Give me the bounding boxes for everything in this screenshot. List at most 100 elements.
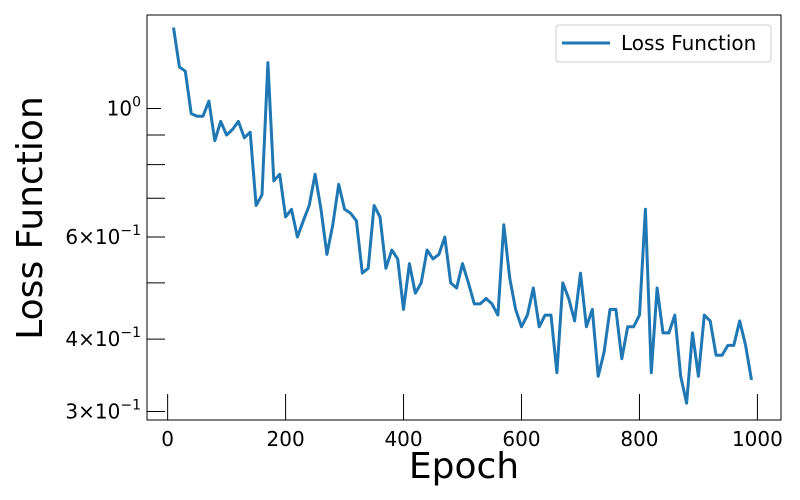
- data-point: [207, 100, 210, 103]
- data-point: [638, 314, 641, 317]
- data-point: [538, 325, 541, 328]
- data-point: [284, 215, 287, 218]
- legend-label: Loss Function: [621, 31, 756, 55]
- x-tick-label: 200: [267, 427, 305, 451]
- data-point: [632, 325, 635, 328]
- data-point: [591, 308, 594, 311]
- data-point: [325, 253, 328, 256]
- data-point: [308, 204, 311, 207]
- data-point: [573, 319, 576, 322]
- x-tick-label: 400: [384, 427, 422, 451]
- data-point: [437, 253, 440, 256]
- data-point: [361, 272, 364, 275]
- data-point: [703, 314, 706, 317]
- data-point: [296, 236, 299, 239]
- data-point: [585, 325, 588, 328]
- data-point: [202, 115, 205, 118]
- data-point: [331, 223, 334, 226]
- data-point: [320, 208, 323, 211]
- x-axis-title: Epoch: [409, 446, 519, 487]
- data-point: [750, 379, 753, 382]
- data-point: [485, 297, 488, 300]
- legend: Loss Function: [555, 24, 772, 63]
- data-point: [650, 371, 653, 374]
- data-point: [219, 120, 222, 123]
- y-major-tick-label: 100: [107, 95, 141, 121]
- data-point: [656, 287, 659, 290]
- data-point: [502, 223, 505, 226]
- data-point: [337, 183, 340, 186]
- data-point: [449, 281, 452, 284]
- data-point: [662, 331, 665, 334]
- data-point: [744, 344, 747, 347]
- y-axis-ticks: 100 3×10−1 4×10−1 6×10−1: [65, 95, 165, 423]
- x-tick-label: 1000: [732, 427, 783, 451]
- data-point: [609, 308, 612, 311]
- x-axis-ticks: 0 200 400 600 800 1000: [161, 394, 783, 451]
- data-point: [691, 331, 694, 334]
- data-point: [343, 208, 346, 211]
- data-point: [237, 120, 240, 123]
- data-point: [213, 139, 216, 142]
- data-point: [620, 357, 623, 360]
- data-point: [384, 267, 387, 270]
- data-point: [520, 325, 523, 328]
- data-point: [685, 402, 688, 405]
- data-point: [697, 375, 700, 378]
- data-point: [597, 375, 600, 378]
- data-point: [526, 314, 529, 317]
- data-point: [726, 344, 729, 347]
- data-point: [408, 262, 411, 265]
- data-point: [673, 314, 676, 317]
- data-point: [732, 344, 735, 347]
- data-point: [496, 314, 499, 317]
- data-point: [709, 319, 712, 322]
- data-point: [550, 314, 553, 317]
- data-point: [243, 136, 246, 139]
- data-point: [491, 302, 494, 305]
- data-point: [567, 297, 570, 300]
- data-point: [231, 128, 234, 131]
- x-tick-label: 800: [620, 427, 658, 451]
- data-point: [667, 331, 670, 334]
- y-axis-title: Loss Function: [10, 96, 51, 340]
- data-point: [249, 131, 252, 134]
- data-point: [278, 173, 281, 176]
- data-point: [184, 70, 187, 73]
- data-point: [190, 112, 193, 115]
- data-point: [314, 173, 317, 176]
- data-point: [614, 308, 617, 311]
- data-point: [225, 134, 228, 137]
- data-point: [455, 287, 458, 290]
- data-point: [738, 319, 741, 322]
- data-point: [396, 257, 399, 260]
- data-point: [603, 351, 606, 354]
- data-point: [379, 215, 382, 218]
- data-point: [626, 325, 629, 328]
- data-point: [196, 115, 199, 118]
- data-point: [390, 249, 393, 252]
- data-point: [461, 262, 464, 265]
- data-point: [355, 219, 358, 222]
- data-point: [255, 204, 258, 207]
- data-point: [402, 308, 405, 311]
- data-point: [272, 179, 275, 182]
- x-tick-label: 600: [502, 427, 540, 451]
- data-point: [544, 314, 547, 317]
- data-point: [715, 354, 718, 357]
- data-point: [561, 281, 564, 284]
- data-point: [467, 281, 470, 284]
- y-minor-tick-label: 6×10−1: [65, 223, 141, 249]
- data-point: [579, 272, 582, 275]
- data-point: [266, 61, 269, 64]
- data-point: [721, 354, 724, 357]
- data-point: [426, 249, 429, 252]
- data-point: [290, 208, 293, 211]
- data-point: [514, 308, 517, 311]
- data-point: [420, 281, 423, 284]
- data-point: [373, 204, 376, 207]
- data-point: [432, 257, 435, 260]
- data-point: [261, 193, 264, 196]
- data-point: [555, 371, 558, 374]
- data-point: [644, 208, 647, 211]
